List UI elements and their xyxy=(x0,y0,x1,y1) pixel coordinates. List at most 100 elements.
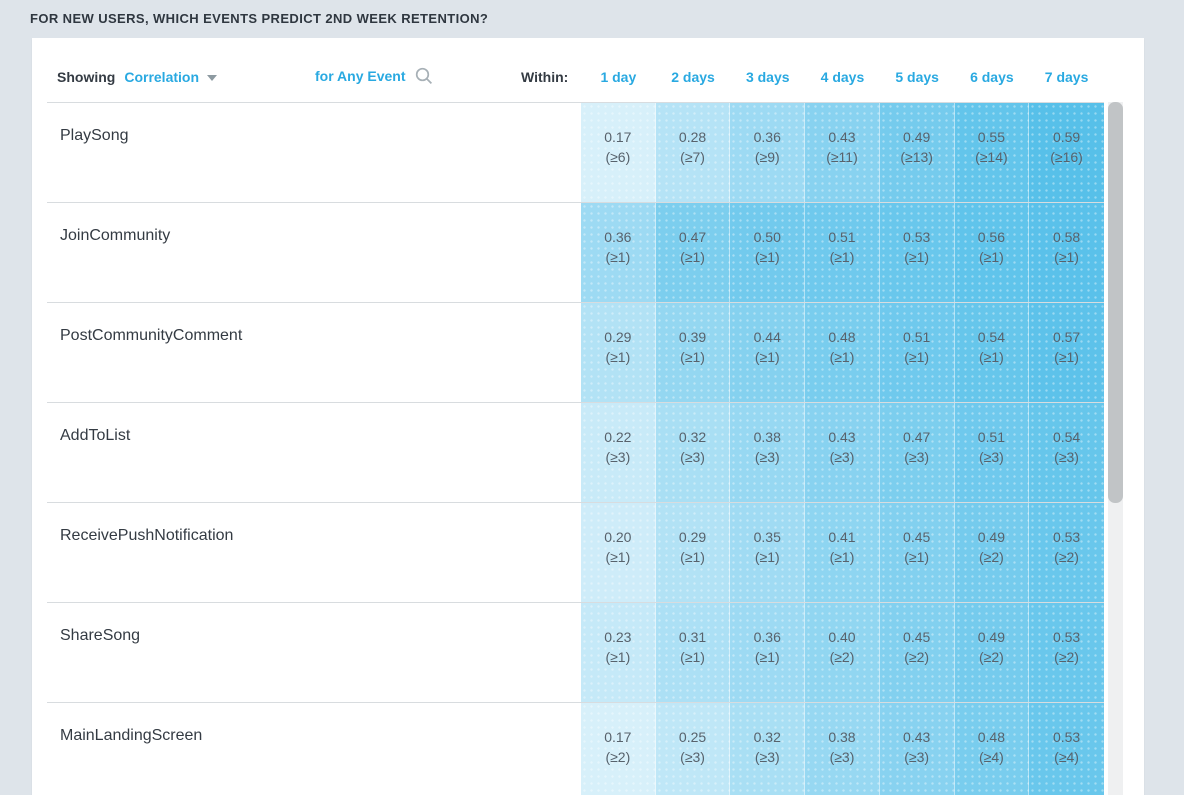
correlation-cell[interactable]: 0.53 (≥4) xyxy=(1029,703,1104,795)
metric-dropdown[interactable]: Correlation xyxy=(124,69,218,85)
cell-value: 0.50 xyxy=(753,229,781,245)
cell-value: 0.45 xyxy=(903,529,931,545)
tab-within-4-days[interactable]: 4 days xyxy=(820,69,865,85)
correlation-cell[interactable]: 0.48 (≥4) xyxy=(954,703,1030,795)
correlation-cell[interactable]: 0.23 (≥1) xyxy=(581,603,656,702)
correlation-cell[interactable]: 0.45 (≥2) xyxy=(879,603,955,702)
tab-within-7-days[interactable]: 7 days xyxy=(1044,69,1089,85)
correlation-cell[interactable]: 0.51 (≥1) xyxy=(805,203,880,302)
correlation-cell[interactable]: 0.25 (≥3) xyxy=(655,703,731,795)
controls-bar: Showing Correlation for Any Event Within… xyxy=(32,38,1144,102)
correlation-cell[interactable]: 0.38 (≥3) xyxy=(805,703,880,795)
correlation-cell[interactable]: 0.51 (≥3) xyxy=(954,403,1030,502)
cell-threshold: (≥9) xyxy=(754,149,780,165)
correlation-cell[interactable]: 0.56 (≥1) xyxy=(954,203,1030,302)
cell-threshold: (≥1) xyxy=(904,349,930,365)
scrollbar-thumb[interactable] xyxy=(1108,102,1123,503)
correlation-cell[interactable]: 0.28 (≥7) xyxy=(655,103,731,202)
correlation-cell[interactable]: 0.17 (≥6) xyxy=(581,103,656,202)
correlation-cell[interactable]: 0.51 (≥1) xyxy=(879,303,955,402)
vertical-scrollbar[interactable] xyxy=(1108,102,1123,795)
page-title: FOR NEW USERS, WHICH EVENTS PREDICT 2ND … xyxy=(30,11,489,26)
cell-value: 0.36 xyxy=(604,229,632,245)
cell-value: 0.17 xyxy=(604,129,632,145)
cell-threshold: (≥3) xyxy=(904,749,930,765)
search-icon[interactable] xyxy=(415,67,433,85)
cell-threshold: (≥2) xyxy=(605,749,631,765)
correlation-cell[interactable]: 0.43 (≥11) xyxy=(805,103,880,202)
correlation-cell[interactable]: 0.47 (≥3) xyxy=(879,403,955,502)
correlation-cell[interactable]: 0.44 (≥1) xyxy=(730,303,806,402)
within-day-tabs: 1 day 2 days 3 days 4 days 5 days 6 days 7 day… xyxy=(581,69,1104,85)
correlation-cell[interactable]: 0.22 (≥3) xyxy=(581,403,656,502)
correlation-cell[interactable]: 0.17 (≥2) xyxy=(581,703,656,795)
correlation-cell[interactable]: 0.41 (≥1) xyxy=(805,503,880,602)
correlation-cell[interactable]: 0.45 (≥1) xyxy=(879,503,955,602)
cell-threshold: (≥6) xyxy=(605,149,631,165)
correlation-cell[interactable]: 0.29 (≥1) xyxy=(655,503,731,602)
cell-value: 0.53 xyxy=(1052,629,1081,645)
cell-threshold: (≥7) xyxy=(680,149,705,165)
cell-threshold: (≥1) xyxy=(754,349,780,365)
correlation-cell[interactable]: 0.59 (≥16) xyxy=(1029,103,1104,202)
correlation-cell[interactable]: 0.49 (≥2) xyxy=(954,503,1030,602)
cell-threshold: (≥1) xyxy=(680,349,705,365)
table-row: JoinCommunity 0.36 (≥1) 0.47 (≥1) 0.50 (… xyxy=(47,202,1104,302)
cell-threshold: (≥1) xyxy=(605,649,631,665)
correlation-cell[interactable]: 0.53 (≥2) xyxy=(1029,603,1104,702)
correlation-cell[interactable]: 0.39 (≥1) xyxy=(655,303,731,402)
correlation-cell[interactable]: 0.43 (≥3) xyxy=(879,703,955,795)
event-name[interactable]: ShareSong xyxy=(60,627,141,644)
correlation-cell[interactable]: 0.35 (≥1) xyxy=(730,503,806,602)
correlation-card: Showing Correlation for Any Event Within… xyxy=(32,38,1144,795)
correlation-cell[interactable]: 0.36 (≥1) xyxy=(581,203,656,302)
tab-within-3-days[interactable]: 3 days xyxy=(745,69,790,85)
tab-within-1-day[interactable]: 1 day xyxy=(600,69,637,85)
correlation-cell[interactable]: 0.48 (≥1) xyxy=(805,303,880,402)
cell-value: 0.54 xyxy=(1052,429,1081,445)
correlation-cell[interactable]: 0.53 (≥2) xyxy=(1029,503,1104,602)
correlation-cell[interactable]: 0.54 (≥1) xyxy=(954,303,1030,402)
correlation-cell[interactable]: 0.54 (≥3) xyxy=(1029,403,1104,502)
correlation-cell[interactable]: 0.32 (≥3) xyxy=(730,703,806,795)
correlation-cell[interactable]: 0.36 (≥9) xyxy=(730,103,806,202)
cell-threshold: (≥13) xyxy=(900,149,933,165)
table-row: ShareSong 0.23 (≥1) 0.31 (≥1) 0.36 (≥1) … xyxy=(47,602,1104,702)
cell-value: 0.25 xyxy=(678,729,707,745)
tab-within-6-days[interactable]: 6 days xyxy=(970,69,1014,85)
correlation-cell[interactable]: 0.29 (≥1) xyxy=(581,303,656,402)
cell-value: 0.51 xyxy=(977,429,1005,445)
correlation-cell[interactable]: 0.43 (≥3) xyxy=(805,403,880,502)
tab-within-2-days[interactable]: 2 days xyxy=(671,69,715,85)
cell-threshold: (≥2) xyxy=(1054,649,1079,665)
table-row: AddToList 0.22 (≥3) 0.32 (≥3) 0.38 (≥3) … xyxy=(47,402,1104,502)
correlation-cell[interactable]: 0.58 (≥1) xyxy=(1029,203,1104,302)
correlation-cell[interactable]: 0.57 (≥1) xyxy=(1029,303,1104,402)
correlation-cell[interactable]: 0.20 (≥1) xyxy=(581,503,656,602)
table-row: PostCommunityComment 0.29 (≥1) 0.39 (≥1)… xyxy=(47,302,1104,402)
correlation-cell[interactable]: 0.40 (≥2) xyxy=(805,603,880,702)
correlation-cell[interactable]: 0.50 (≥1) xyxy=(730,203,806,302)
correlation-cell[interactable]: 0.49 (≥2) xyxy=(954,603,1030,702)
cell-value: 0.17 xyxy=(604,729,632,745)
correlation-cell[interactable]: 0.31 (≥1) xyxy=(655,603,731,702)
event-filter[interactable]: for Any Event xyxy=(315,67,433,85)
event-name[interactable]: JoinCommunity xyxy=(60,227,171,244)
correlation-cell[interactable]: 0.53 (≥1) xyxy=(879,203,955,302)
event-name[interactable]: PostCommunityComment xyxy=(60,327,243,344)
correlation-cell[interactable]: 0.38 (≥3) xyxy=(730,403,806,502)
event-name[interactable]: AddToList xyxy=(60,427,131,444)
correlation-cell[interactable]: 0.36 (≥1) xyxy=(730,603,806,702)
correlation-cell[interactable]: 0.47 (≥1) xyxy=(655,203,731,302)
cell-value: 0.53 xyxy=(1052,529,1081,545)
cell-value: 0.45 xyxy=(903,629,931,645)
chevron-down-icon[interactable] xyxy=(207,75,218,81)
showing-group: Showing Correlation xyxy=(57,69,218,85)
tab-within-5-days[interactable]: 5 days xyxy=(895,69,939,85)
event-name[interactable]: MainLandingScreen xyxy=(60,727,203,744)
event-name[interactable]: ReceivePushNotification xyxy=(60,527,234,544)
correlation-cell[interactable]: 0.32 (≥3) xyxy=(655,403,731,502)
event-name[interactable]: PlaySong xyxy=(60,127,129,144)
correlation-cell[interactable]: 0.49 (≥13) xyxy=(879,103,955,202)
correlation-cell[interactable]: 0.55 (≥14) xyxy=(954,103,1030,202)
